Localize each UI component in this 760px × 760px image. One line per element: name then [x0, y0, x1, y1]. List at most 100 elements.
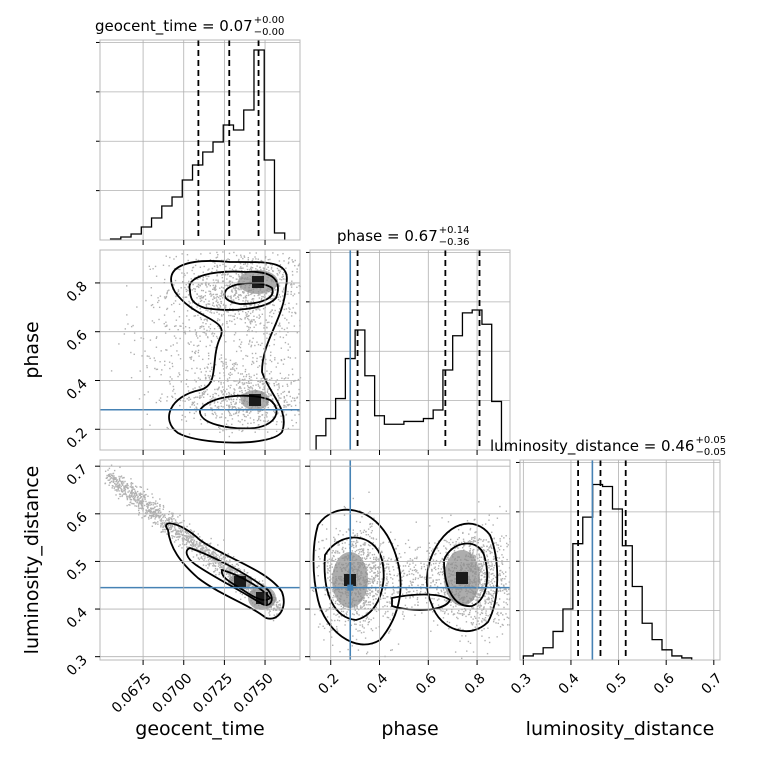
scatter-point — [245, 294, 248, 297]
scatter-point — [322, 562, 325, 565]
scatter-point — [485, 610, 487, 612]
scatter-point — [240, 573, 243, 575]
scatter-point — [478, 501, 480, 503]
scatter-point — [275, 603, 278, 606]
scatter-point — [164, 520, 167, 522]
scatter-point — [133, 498, 135, 501]
scatter-point — [208, 300, 210, 302]
scatter-point — [188, 399, 190, 401]
scatter-point — [282, 275, 284, 278]
scatter-point — [502, 573, 505, 575]
scatter-point — [500, 578, 502, 580]
scatter-point — [296, 286, 298, 288]
scatter-point — [501, 560, 503, 562]
scatter-point — [499, 588, 501, 590]
scatter-point — [442, 617, 445, 619]
scatter-point — [326, 616, 329, 618]
scatter-point — [262, 296, 264, 298]
scatter-point — [247, 382, 249, 384]
scatter-point — [235, 367, 238, 370]
scatter-point — [479, 556, 481, 559]
scatter-point — [229, 387, 231, 389]
scatter-point — [108, 479, 111, 481]
scatter-point — [214, 287, 216, 289]
scatter-point — [153, 511, 156, 513]
scatter-point — [447, 600, 449, 603]
scatter-point — [152, 510, 155, 513]
scatter-point — [247, 588, 250, 590]
scatter-point — [221, 290, 223, 292]
scatter-point — [214, 567, 217, 570]
scatter-point — [157, 301, 159, 304]
scatter-point — [212, 550, 215, 553]
scatter-point — [233, 368, 235, 370]
scatter-point — [199, 327, 201, 329]
scatter-point — [389, 596, 392, 598]
scatter-point — [275, 599, 277, 601]
scatter-point — [486, 652, 489, 655]
scatter-point — [127, 323, 129, 325]
scatter-point — [367, 549, 370, 551]
scatter-point — [189, 536, 192, 538]
scatter-point — [198, 286, 200, 289]
scatter-point — [491, 551, 493, 554]
scatter-point — [354, 609, 357, 611]
scatter-point — [222, 556, 225, 558]
scatter-point — [237, 287, 239, 290]
scatter-point — [125, 484, 127, 487]
scatter-point — [334, 558, 337, 561]
scatter-point — [200, 549, 202, 551]
scatter-point — [139, 500, 142, 502]
scatter-point — [249, 322, 252, 325]
scatter-point — [339, 603, 342, 605]
scatter-point — [480, 578, 483, 581]
scatter-point — [247, 326, 250, 328]
scatter-point — [131, 489, 133, 491]
scatter-point — [240, 318, 243, 321]
scatter-point — [181, 530, 183, 533]
scatter-point — [233, 394, 236, 396]
scatter-point — [282, 391, 284, 394]
scatter-point — [202, 279, 204, 282]
scatter-point — [331, 619, 333, 622]
scatter-point — [344, 507, 346, 509]
scatter-point — [343, 505, 346, 508]
scatter-point — [128, 504, 130, 506]
scatter-point — [272, 294, 274, 297]
scatter-point — [221, 391, 223, 394]
scatter-point — [479, 563, 481, 565]
scatter-point — [124, 492, 127, 495]
scatter-point — [115, 480, 117, 483]
scatter-point — [233, 266, 235, 268]
scatter-point — [294, 357, 297, 359]
scatter-point — [226, 569, 229, 571]
scatter-point — [129, 496, 132, 498]
scatter-point — [367, 544, 370, 546]
scatter-point — [478, 553, 480, 555]
scatter-point — [250, 344, 253, 347]
scatter-point — [323, 627, 326, 630]
scatter-point — [186, 546, 188, 548]
scatter-point — [218, 571, 221, 574]
scatter-point — [215, 288, 217, 291]
scatter-point — [372, 595, 374, 597]
scatter-point — [488, 636, 490, 639]
scatter-point — [269, 378, 271, 381]
scatter-point — [187, 539, 189, 542]
scatter-point — [118, 484, 121, 487]
scatter-point — [216, 560, 218, 562]
scatter-point — [137, 503, 140, 505]
scatter-point — [179, 325, 181, 327]
scatter-point — [200, 423, 203, 425]
scatter-point — [163, 296, 166, 298]
scatter-point — [458, 542, 460, 544]
scatter-point — [152, 502, 155, 504]
scatter-point — [208, 552, 211, 554]
scatter-point — [113, 477, 116, 479]
scatter-point — [363, 542, 366, 544]
scatter-point — [392, 585, 395, 588]
scatter-point — [255, 268, 257, 270]
scatter-point — [133, 494, 136, 496]
scatter-point — [287, 343, 290, 345]
scatter-point — [152, 512, 155, 514]
